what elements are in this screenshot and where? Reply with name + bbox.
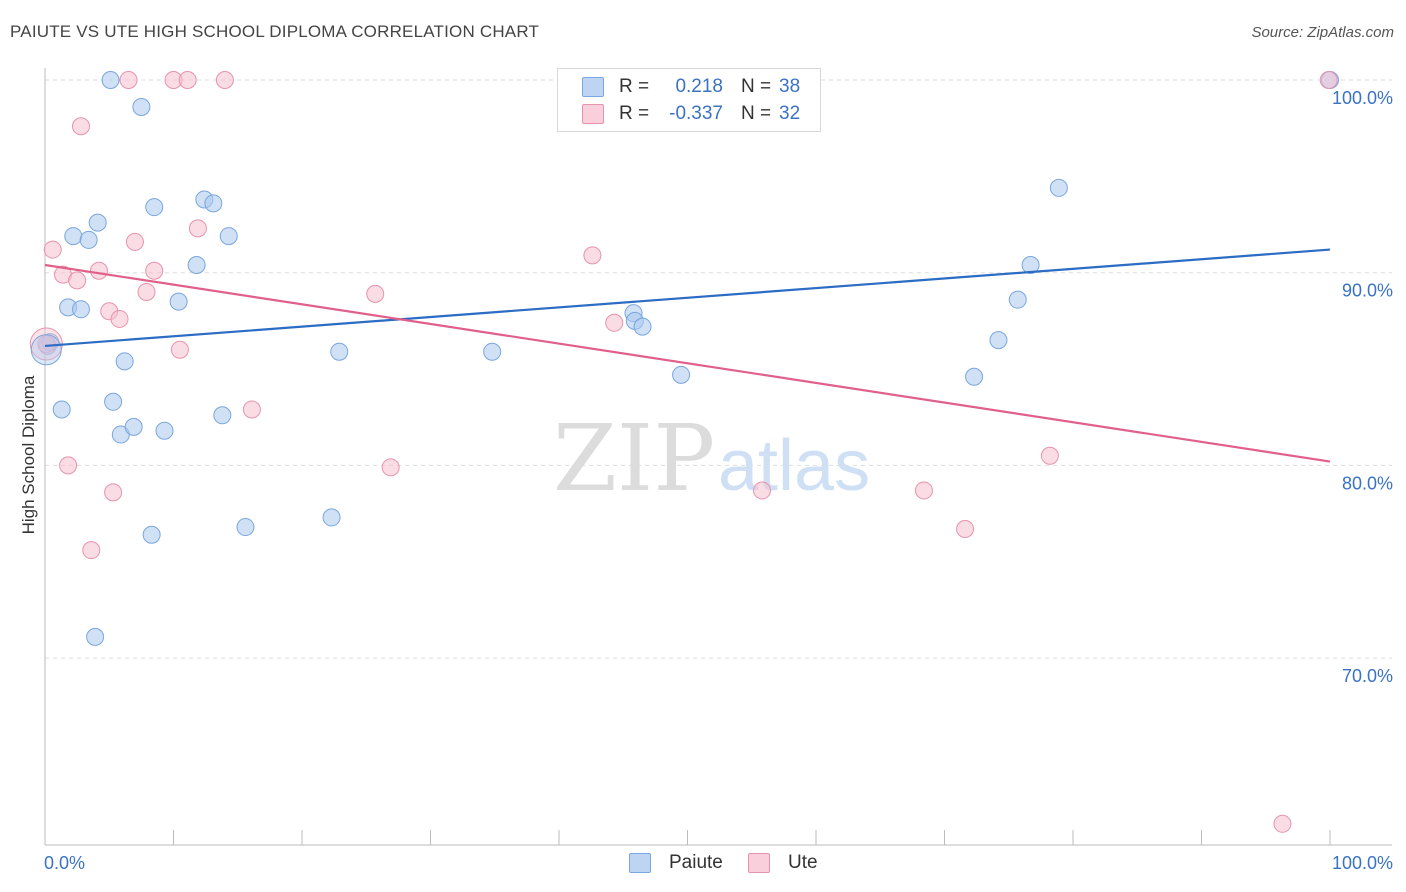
legend-n-value: 38 <box>779 76 801 97</box>
point-paiute <box>52 400 71 419</box>
legend-r-label: R = <box>619 103 650 124</box>
data-points <box>29 71 1339 833</box>
point-ute <box>605 313 624 332</box>
legend-swatch-ute <box>582 104 604 124</box>
legend-r-label: R = <box>619 76 650 97</box>
point-paiute <box>965 367 984 386</box>
point-paiute <box>145 198 164 217</box>
point-paiute <box>633 317 652 336</box>
point-paiute <box>64 227 83 246</box>
point-paiute <box>79 230 98 249</box>
point-paiute <box>672 365 691 384</box>
y-tick-label: 70.0% <box>1342 666 1393 686</box>
point-ute <box>753 481 772 500</box>
series-legend-ute: Ute <box>748 852 818 874</box>
point-paiute <box>989 331 1008 350</box>
point-ute <box>110 309 129 328</box>
legend-row-ute: R = -0.337 N = 32 <box>582 101 800 127</box>
point-cluster-paiute <box>30 334 62 366</box>
point-paiute <box>104 392 123 411</box>
series-swatch-ute <box>748 853 770 873</box>
point-ute <box>89 261 108 280</box>
point-ute <box>242 400 261 419</box>
point-ute <box>137 282 156 301</box>
point-paiute <box>124 417 143 436</box>
point-paiute <box>101 71 120 89</box>
watermark-zip: ZIP <box>553 405 715 512</box>
point-ute <box>43 240 62 259</box>
y-axis-label: High School Diploma <box>19 375 38 534</box>
x-tick-label-left: 0.0% <box>44 853 85 873</box>
point-paiute <box>115 352 134 371</box>
legend-r-value: -0.337 <box>669 103 723 124</box>
y-tick-label: 80.0% <box>1342 473 1393 493</box>
point-paiute <box>132 97 151 116</box>
axes: 100.0% 90.0% 80.0% 70.0% <box>44 68 1393 846</box>
legend-swatch-paiute <box>582 77 604 97</box>
series-legend-paiute: Paiute <box>629 852 723 874</box>
y-tick-label: 100.0% <box>1332 88 1393 108</box>
point-ute <box>583 246 602 265</box>
point-ute <box>188 219 207 238</box>
point-paiute <box>1021 255 1040 274</box>
point-ute <box>37 334 56 353</box>
point-paiute <box>483 342 502 361</box>
point-ute <box>82 541 101 560</box>
point-ute <box>104 483 123 502</box>
legend-n-label: N = <box>741 76 772 97</box>
point-paiute <box>322 508 341 527</box>
y-tick-label: 90.0% <box>1342 281 1393 301</box>
point-ute <box>178 71 197 89</box>
point-paiute <box>1049 178 1068 197</box>
watermark: ZIP atlas <box>553 405 870 512</box>
point-paiute <box>204 194 223 213</box>
point-ute <box>68 271 87 290</box>
legend-row-paiute: R = 0.218 N = 38 <box>582 74 800 100</box>
trend-line-paiute <box>44 248 1331 348</box>
point-ute <box>170 340 189 359</box>
point-paiute <box>219 227 238 246</box>
correlation-legend: R = 0.218 N = 38 R = -0.337 N = 32 <box>557 68 821 132</box>
point-ute <box>381 458 400 477</box>
trend-line-ute <box>44 263 1331 463</box>
point-ute <box>215 71 234 89</box>
point-paiute <box>169 292 188 311</box>
point-paiute <box>1008 290 1027 309</box>
point-paiute <box>71 300 90 319</box>
point-ute <box>119 71 138 89</box>
point-ute <box>914 481 933 500</box>
point-ute <box>125 232 144 251</box>
trend-lines <box>44 248 1331 463</box>
point-ute <box>956 519 975 538</box>
watermark-atlas: atlas <box>718 426 870 506</box>
legend-n-label: N = <box>741 103 772 124</box>
point-paiute <box>155 421 174 440</box>
legend-r-value: 0.218 <box>675 76 723 97</box>
point-paiute <box>236 518 255 537</box>
chart-title: PAIUTE VS UTE HIGH SCHOOL DIPLOMA CORREL… <box>10 22 540 41</box>
legend-n-value: 32 <box>779 103 801 124</box>
point-paiute <box>330 342 349 361</box>
point-ute <box>1273 814 1292 833</box>
point-paiute <box>142 525 161 544</box>
series-swatch-paiute <box>629 853 651 873</box>
point-paiute <box>213 406 232 425</box>
point-ute <box>145 261 164 280</box>
point-ute <box>366 284 385 303</box>
point-ute <box>1319 71 1338 89</box>
series-legend-label: Paiute <box>669 852 723 873</box>
point-paiute <box>187 255 206 274</box>
point-ute <box>71 117 90 136</box>
point-paiute <box>88 213 107 232</box>
series-legend-label: Ute <box>788 852 818 873</box>
series-legend: Paiute Ute <box>0 852 1406 878</box>
chart-source: Source: ZipAtlas.com <box>1251 24 1394 41</box>
point-paiute <box>86 627 105 646</box>
x-tick-label-right: 100.0% <box>1332 853 1393 873</box>
point-ute <box>59 456 78 475</box>
point-ute <box>1040 446 1059 465</box>
